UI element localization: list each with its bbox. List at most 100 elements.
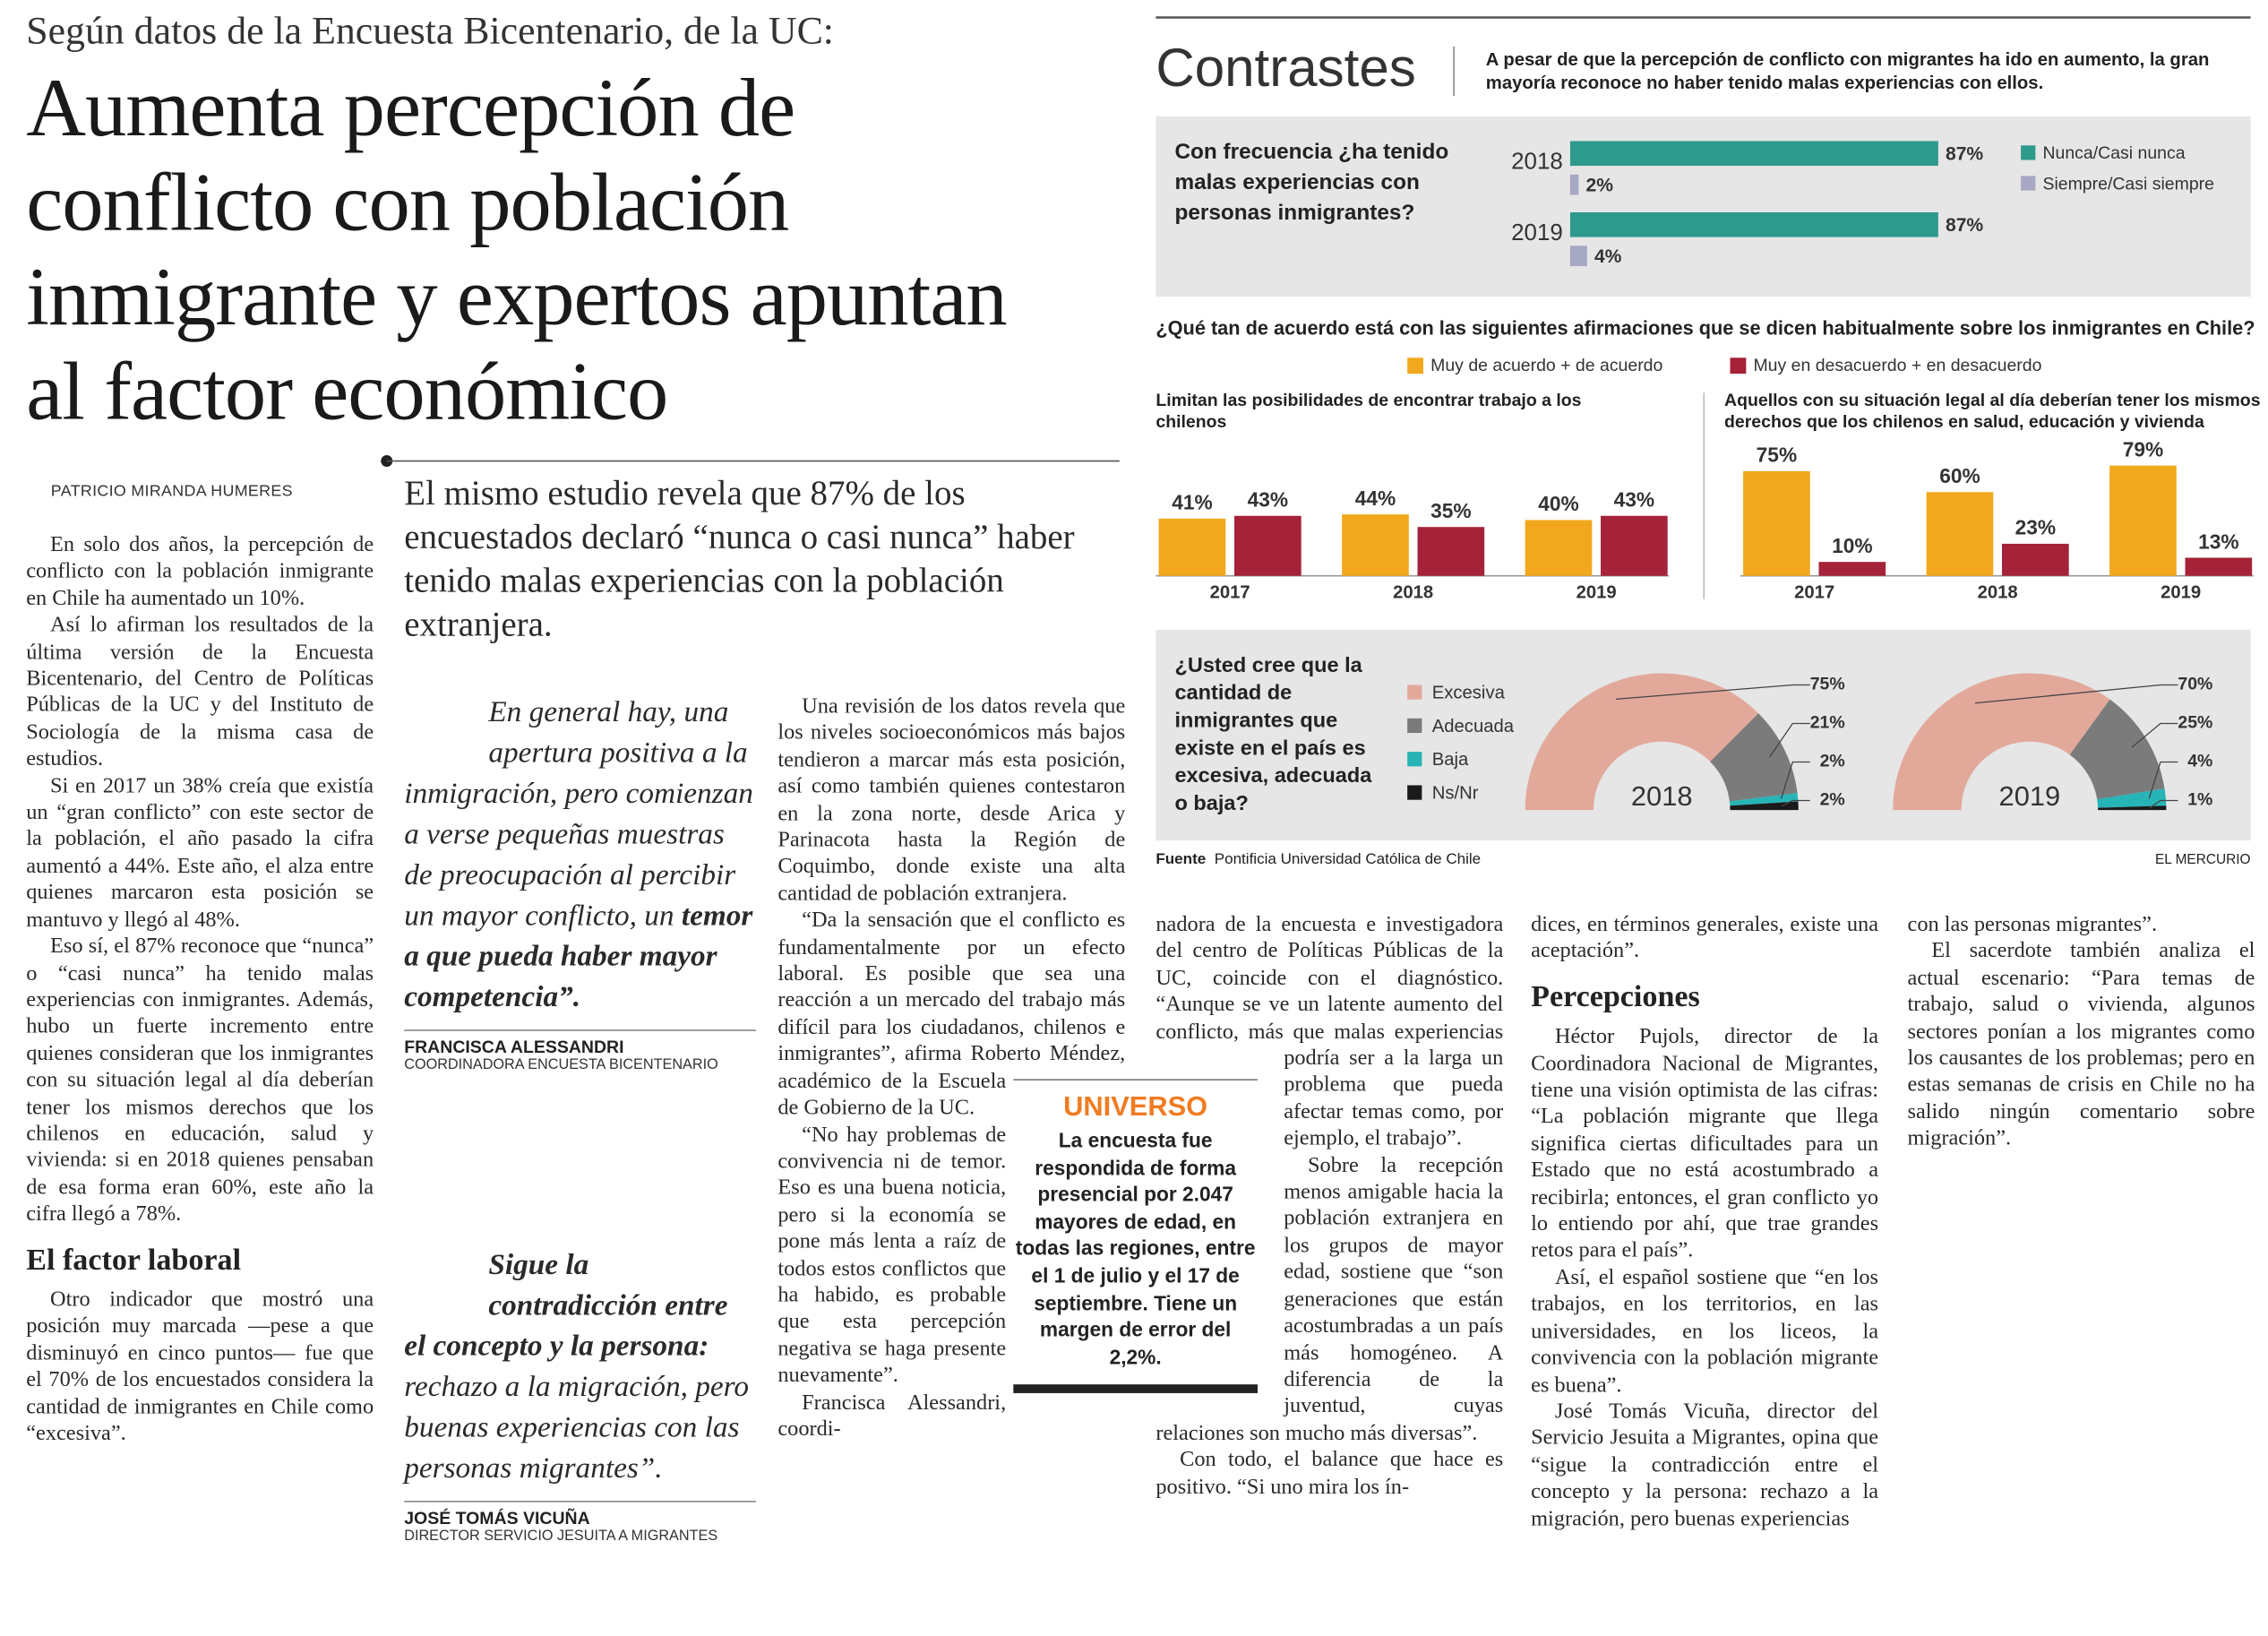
paragraph: El sacerdote también analiza el actual e… <box>1907 940 2255 1151</box>
legend-label: Excesiva <box>1432 684 1506 703</box>
category-label: 2018 <box>1393 583 1433 603</box>
bar <box>1601 515 1668 576</box>
quote-attribution: FRANCISCA ALESSANDRI COORDINADORA ENCUEST… <box>404 1029 757 1073</box>
category-label: 2019 <box>1576 583 1617 603</box>
paragraph: Así, el español sostiene que “en los tra… <box>1531 1266 1879 1397</box>
kicker: Según datos de la Encuesta Bicentenario,… <box>26 8 835 53</box>
donut-label: 2019 <box>1999 780 2061 812</box>
paragraph: Otro indicador que mostró una posición m… <box>26 1288 374 1446</box>
paragraph: José Tomás Vicuña, director del Servicio… <box>1531 1399 1879 1531</box>
leader-line <box>2149 799 2178 809</box>
donut-segment <box>1525 673 1759 811</box>
bar <box>1417 527 1485 576</box>
graphic-intro: A pesar de que la percepción de conflict… <box>1485 49 2210 93</box>
paragraph: “Da la sensación que el conflicto es fun… <box>777 908 1126 1120</box>
quote-role: COORDINADORA ENCUESTA BICENTENARIO <box>404 1056 718 1073</box>
column: Una revisión de los datos revela que los… <box>777 693 1125 1632</box>
legend-label: Muy de acuerdo + de acuerdo <box>1430 356 1662 375</box>
value-label: 23% <box>2015 516 2056 539</box>
headline: Aumenta percepción de conflicto con pobl… <box>26 62 1007 438</box>
leader-line <box>1974 684 2178 704</box>
column: con las personas migrantes”. El sacerdote… <box>1908 912 2255 1632</box>
pull-quote: En general hay, una apertura positiva a … <box>404 693 757 1073</box>
column: En solo dos años, la percepción de confl… <box>26 532 374 1630</box>
bar <box>1569 174 1579 195</box>
leader-line <box>1615 684 1810 701</box>
subhead: El factor laboral <box>26 1241 242 1277</box>
legend-label: Nunca/Casi nunca <box>2042 143 2185 163</box>
bar <box>1525 520 1593 576</box>
bar <box>2109 465 2177 576</box>
paragraph: Héctor Pujols, director de la Coordinado… <box>1531 1025 1879 1263</box>
bar <box>1926 492 1994 576</box>
question: ¿Usted cree que la cantidad de inmigrant… <box>1174 654 1372 816</box>
bar <box>1158 518 1226 576</box>
question: ¿Qué tan de acuerdo está con las siguien… <box>1155 316 2255 340</box>
paragraph: Francisca Alessandri, coordi- <box>777 1391 1007 1442</box>
bar <box>1569 211 1938 237</box>
category-label: 2017 <box>1210 583 1250 603</box>
sidebar-text: La encuesta fue respondida de forma pres… <box>1015 1128 1256 1368</box>
bar <box>1342 514 1409 576</box>
sidebar: UNIVERSO La encuesta fue respondida de f… <box>1013 1079 1258 1394</box>
pull-quote: Sigue la contradicción entre el concepto… <box>404 1244 757 1545</box>
graphic-title: Contrastes <box>1155 38 1416 98</box>
panel-title: Limitan las posibilidades de encontrar t… <box>1155 389 1582 433</box>
quote-mark <box>404 695 483 747</box>
legend-label: Baja <box>1432 750 1469 770</box>
legend-swatch <box>1407 785 1422 800</box>
donut-label: 2018 <box>1631 780 1693 812</box>
donut-segment <box>2069 699 2165 800</box>
value-label: 75% <box>1810 675 1845 694</box>
credit: EL MERCURIO <box>2155 852 2251 868</box>
leader-line <box>2148 761 2178 799</box>
source-text: Pontificia Universidad Católica de Chile <box>1214 850 1482 868</box>
legend-label: Adecuada <box>1432 717 1515 736</box>
value-label: 43% <box>1614 488 1654 512</box>
leader-line <box>1768 722 1810 758</box>
value-label: 87% <box>1946 215 1983 236</box>
value-label: 4% <box>2187 752 2212 771</box>
donut-segment <box>2097 788 2167 808</box>
leader-line <box>1780 761 1810 799</box>
bar <box>2002 543 2069 576</box>
value-label: 25% <box>2178 713 2212 733</box>
value-label: 60% <box>1939 464 1980 487</box>
quote-attribution: JOSÉ TOMÁS VICUÑA DIRECTOR SERVICIO JESUI… <box>404 1501 757 1545</box>
legend-swatch <box>2021 176 2036 191</box>
deck: El mismo estudio revela que 87% de los e… <box>404 475 1075 645</box>
legend-swatch <box>1730 357 1747 375</box>
value-label: 70% <box>2178 675 2212 694</box>
quote-part: temor a que pueda haber mayor competenci… <box>404 900 753 1014</box>
bar <box>1234 515 1302 576</box>
bar <box>1569 141 1938 167</box>
category-label: 2018 <box>1978 583 2018 603</box>
value-label: 2% <box>1820 790 1845 810</box>
donut-segment <box>2098 805 2167 811</box>
donut-segment <box>1729 792 1799 806</box>
legend-label: Siempre/Casi siempre <box>2042 174 2214 194</box>
category-label: 2019 <box>1511 219 1563 245</box>
infographic: 2018 87% 2% 2019 87% 4% Nunca/Casi nunca Siempr… <box>1155 16 2254 841</box>
category-label: 2019 <box>2161 583 2201 603</box>
donut-segment <box>1710 713 1798 802</box>
donut-segment <box>1730 801 1799 811</box>
legend-label: Ns/Nr <box>1432 784 1479 804</box>
column: nadora de la encuesta e investigadora de… <box>1155 912 1503 1632</box>
value-label: 10% <box>1832 534 1872 557</box>
source-label: Fuente <box>1155 850 1207 868</box>
value-label: 41% <box>1172 491 1212 514</box>
leader-line <box>1781 799 1810 807</box>
value-label: 4% <box>1594 246 1622 267</box>
paragraph: Sobre la recepción menos amigable hacia … <box>1155 1154 1504 1445</box>
subhead: Percepciones <box>1531 978 1700 1013</box>
donut-segment <box>1893 673 2110 811</box>
quote-name: FRANCISCA ALESSANDRI <box>404 1037 624 1057</box>
value-label: 21% <box>1810 713 1845 733</box>
legend-swatch <box>1407 357 1424 375</box>
quote-part: Sigue la contradicción entre el concepto… <box>404 1249 728 1363</box>
paragraph: “No hay problemas de convivencia ni de t… <box>777 1123 1007 1388</box>
